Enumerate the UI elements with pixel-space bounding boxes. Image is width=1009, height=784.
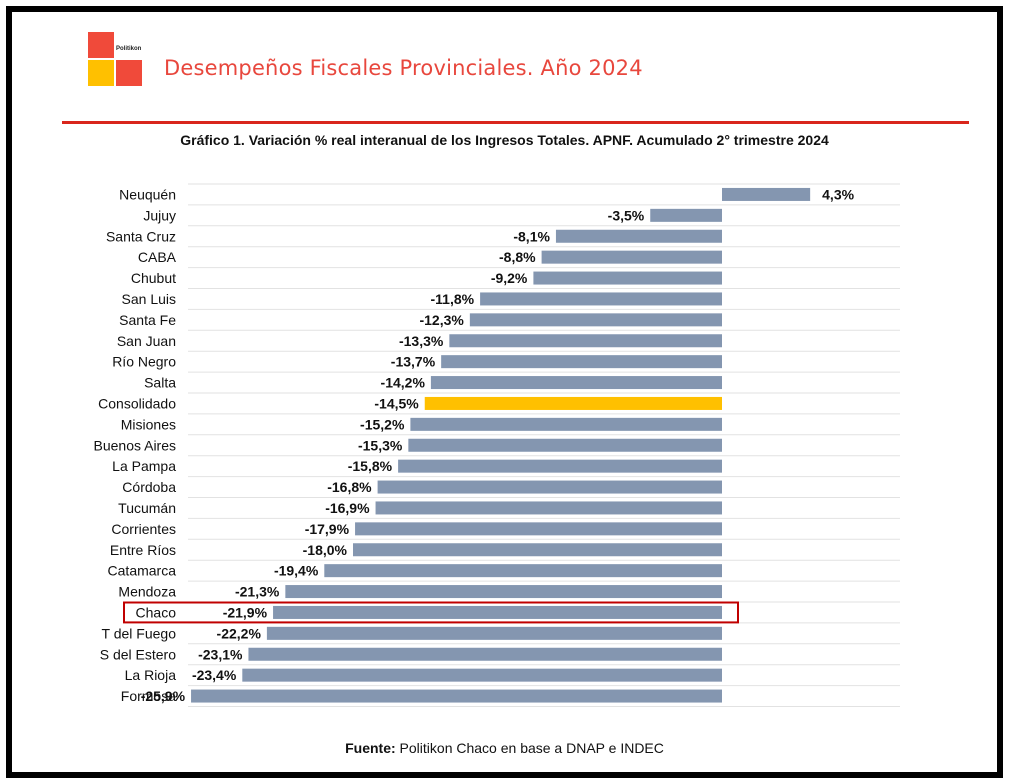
bar-salta: [430, 376, 722, 390]
category-label: Tucumán: [118, 500, 176, 516]
category-label: San Juan: [117, 333, 176, 349]
header-title: Desempeños Fiscales Provinciales. Año 20…: [164, 56, 643, 80]
source-text: Politikon Chaco en base a DNAP e INDEC: [395, 740, 664, 756]
bar-t-del-fuego: [266, 626, 722, 640]
data-label: -11,8%: [431, 291, 475, 307]
logo-text: Politikon: [116, 46, 142, 52]
bar-buenos-aires: [408, 438, 722, 452]
data-label: -14,5%: [374, 395, 419, 411]
bar-san-juan: [449, 334, 722, 348]
bar-santa-cruz: [555, 229, 722, 243]
category-label: Mendoza: [118, 584, 176, 600]
bar-entre-ríos: [353, 543, 722, 557]
source-label: Fuente:: [345, 740, 396, 756]
category-label: Chaco: [136, 604, 177, 620]
bar-córdoba: [377, 480, 722, 494]
category-label: Santa Cruz: [106, 228, 176, 244]
category-label: Santa Fe: [119, 312, 176, 328]
header-divider: [62, 121, 969, 124]
data-label: -25,9%: [141, 688, 186, 704]
data-label: -15,3%: [358, 437, 403, 453]
category-label: Buenos Aires: [94, 437, 177, 453]
category-label: Córdoba: [122, 479, 176, 495]
bar-consolidado: [424, 396, 722, 410]
category-label: Consolidado: [98, 395, 176, 411]
data-label: -13,7%: [391, 354, 436, 370]
data-label: -14,2%: [381, 375, 426, 391]
data-label: -18,0%: [303, 542, 348, 558]
politikon-logo: Politikon: [88, 32, 146, 90]
chaco-highlight-box: [123, 601, 739, 624]
category-label: Entre Ríos: [110, 542, 176, 558]
bar-s-del-estero: [248, 647, 722, 661]
bar-mendoza: [285, 585, 722, 599]
data-label: -8,1%: [513, 228, 550, 244]
data-label: -23,4%: [192, 667, 237, 683]
bar-catamarca: [324, 564, 722, 578]
data-label: -15,8%: [348, 458, 393, 474]
bar-jujuy: [650, 208, 722, 222]
category-label: Formosa: [121, 688, 176, 704]
bar-chubut: [533, 271, 722, 285]
category-label: Jujuy: [143, 207, 176, 223]
bar-río-negro: [441, 355, 722, 369]
data-label: -12,3%: [419, 312, 464, 328]
data-label: -22,2%: [217, 625, 262, 641]
bar-la-pampa: [398, 459, 722, 473]
bar-chaco: [273, 605, 722, 619]
category-label: Neuquén: [119, 186, 176, 202]
bar-formosa: [191, 689, 723, 703]
data-label: -21,3%: [235, 584, 280, 600]
data-label: -3,5%: [608, 207, 645, 223]
data-label: -16,8%: [327, 479, 372, 495]
bar-neuquén: [722, 187, 811, 201]
data-label: -13,3%: [399, 333, 444, 349]
category-label: S del Estero: [100, 646, 176, 662]
data-label: -17,9%: [305, 521, 350, 537]
data-label: -21,9%: [223, 604, 268, 620]
data-label: -15,2%: [360, 416, 405, 432]
bar-chart: Neuquén 4,3% Jujuy -3,5% Santa Cruz -8,1% CABA…: [94, 183, 900, 707]
report-frame: Politikon Desempeños Fiscales Provincial…: [6, 6, 1003, 778]
category-label: Misiones: [121, 416, 176, 432]
bar-tucumán: [375, 501, 722, 515]
data-label: -16,9%: [325, 500, 370, 516]
category-label: Salta: [144, 375, 176, 391]
data-label: -23,1%: [198, 646, 243, 662]
category-label: T del Fuego: [102, 625, 177, 641]
chart-title: Gráfico 1. Variación % real interanual d…: [180, 132, 829, 148]
category-label: La Rioja: [125, 667, 177, 683]
data-label: -9,2%: [491, 270, 528, 286]
category-label: Río Negro: [112, 354, 176, 370]
bar-san-luis: [480, 292, 722, 306]
category-label: Corrientes: [111, 521, 176, 537]
category-label: La Pampa: [112, 458, 176, 474]
bar-la-rioja: [242, 668, 723, 682]
category-label: CABA: [138, 249, 177, 265]
data-label: 4,3%: [822, 186, 854, 202]
data-label: -8,8%: [499, 249, 536, 265]
bar-caba: [541, 250, 722, 264]
category-label: Chubut: [131, 270, 176, 286]
source-note: Fuente: Politikon Chaco en base a DNAP e…: [12, 740, 997, 756]
bar-santa-fe: [469, 313, 722, 327]
category-label: Catamarca: [108, 563, 177, 579]
data-label: -19,4%: [274, 563, 319, 579]
bar-misiones: [410, 417, 722, 431]
category-label: San Luis: [122, 291, 176, 307]
bar-corrientes: [355, 522, 722, 536]
